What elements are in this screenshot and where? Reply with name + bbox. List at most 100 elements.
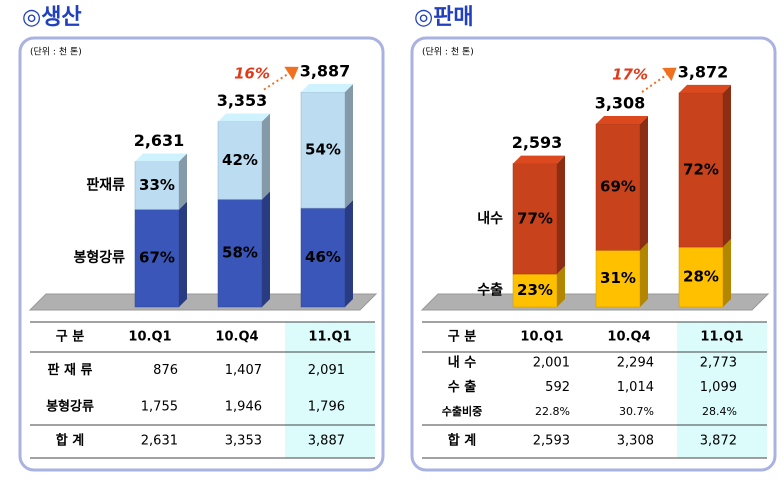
series-label: 봉형강류 <box>73 249 125 266</box>
segment-label: 33% <box>139 176 175 194</box>
bar-segment <box>595 250 641 308</box>
cell: 2,593 <box>533 434 570 449</box>
bar-side <box>262 191 270 307</box>
total-label: 2,593 <box>512 133 563 152</box>
cell: 2,631 <box>141 434 178 449</box>
cell: 1,946 <box>225 399 262 414</box>
bar-side <box>345 84 353 209</box>
total-label: 3,887 <box>300 62 351 81</box>
segment-label: 42% <box>222 151 258 169</box>
cell: 1,796 <box>308 399 345 414</box>
bar-segment <box>512 163 558 275</box>
cell: 30.7% <box>619 405 654 418</box>
bar-side <box>557 155 565 275</box>
header-cell: 10.Q4 <box>607 330 650 345</box>
bar-segment <box>678 246 724 308</box>
panel <box>410 36 777 472</box>
segment-label: 28% <box>683 268 719 286</box>
bar-top <box>679 84 731 93</box>
segment-label: 23% <box>517 281 553 299</box>
unit-note: (단위 : 천 톤) <box>422 47 474 58</box>
title: ◎판매 <box>414 5 474 30</box>
header-cell: 11.Q1 <box>308 330 351 345</box>
cell: 3,308 <box>617 434 654 449</box>
cell: 2,294 <box>617 356 654 371</box>
cell: 1,407 <box>225 363 262 378</box>
highlight <box>677 322 767 458</box>
bar-top <box>135 153 187 162</box>
cell: 592 <box>545 380 570 395</box>
bar-side <box>640 242 648 307</box>
total-label: 3,353 <box>217 91 268 110</box>
cell: 1,014 <box>617 380 654 395</box>
header-cell: 10.Q1 <box>128 330 171 345</box>
header-cell: 구 분 <box>56 330 84 345</box>
growth-label: 17% <box>612 65 648 83</box>
total-label: 3,308 <box>595 94 646 113</box>
total-label: 2,631 <box>134 131 185 150</box>
header-cell: 10.Q4 <box>215 330 258 345</box>
bar-top <box>301 84 353 92</box>
bar-side <box>179 153 187 210</box>
bar-top <box>596 116 648 125</box>
cell: 합 계 <box>448 433 476 449</box>
highlight <box>285 322 375 458</box>
cell: 1,099 <box>700 380 737 395</box>
unit-note: (단위 : 천 톤) <box>30 47 82 58</box>
segment-label: 77% <box>517 209 553 227</box>
growth-arrow <box>641 67 677 93</box>
cell: 봉형강류 <box>46 398 94 414</box>
bar-segment <box>134 161 180 210</box>
bar-side <box>179 201 187 307</box>
bar-segment <box>300 207 346 308</box>
cell: 판 재 류 <box>48 362 93 378</box>
bar-side <box>723 239 731 307</box>
cell: 2,773 <box>700 356 737 371</box>
segment-label: 54% <box>305 141 341 159</box>
bar-side <box>723 84 731 248</box>
bar-segment <box>217 121 263 200</box>
bar-top <box>218 113 270 122</box>
bar-segment <box>217 199 263 308</box>
series-label: 내수 <box>477 211 503 227</box>
series-label: 수출 <box>477 282 503 299</box>
segment-label: 31% <box>600 269 636 287</box>
cell: 3,887 <box>308 434 345 449</box>
header-cell: 11.Q1 <box>700 330 743 345</box>
cell: 합 계 <box>56 433 84 449</box>
bar-side <box>640 116 648 251</box>
cell: 22.8% <box>535 405 570 418</box>
segment-label: 72% <box>683 160 719 178</box>
total-label: 3,872 <box>678 62 729 81</box>
cell: 876 <box>153 363 178 378</box>
bar-segment <box>300 91 346 209</box>
cell: 2,091 <box>308 363 345 378</box>
header-cell: 구 분 <box>448 330 476 345</box>
bar-side <box>262 113 270 200</box>
cell: 2,001 <box>533 356 570 371</box>
series-label: 판재류 <box>86 177 125 193</box>
cell: 수 출 <box>448 379 476 395</box>
cell: 내 수 <box>448 355 476 371</box>
bar-segment <box>595 123 641 251</box>
title: ◎생산 <box>22 5 82 30</box>
bar-segment <box>678 92 724 248</box>
bar-segment <box>134 209 180 308</box>
floor <box>28 293 378 311</box>
growth-label: 16% <box>234 65 270 83</box>
header-cell: 10.Q1 <box>520 330 563 345</box>
bar-side <box>345 200 353 307</box>
bar-top <box>513 155 565 164</box>
cell: 3,353 <box>225 434 262 449</box>
segment-label: 58% <box>222 244 258 262</box>
segment-label: 67% <box>139 249 175 267</box>
growth-arrow <box>263 66 299 91</box>
cell: 3,872 <box>700 434 737 449</box>
cell: 1,755 <box>141 399 178 414</box>
cell: 수출비중 <box>442 404 482 418</box>
panel <box>18 36 385 472</box>
segment-label: 69% <box>600 178 636 196</box>
segment-label: 46% <box>305 248 341 266</box>
bar-side <box>557 266 565 307</box>
